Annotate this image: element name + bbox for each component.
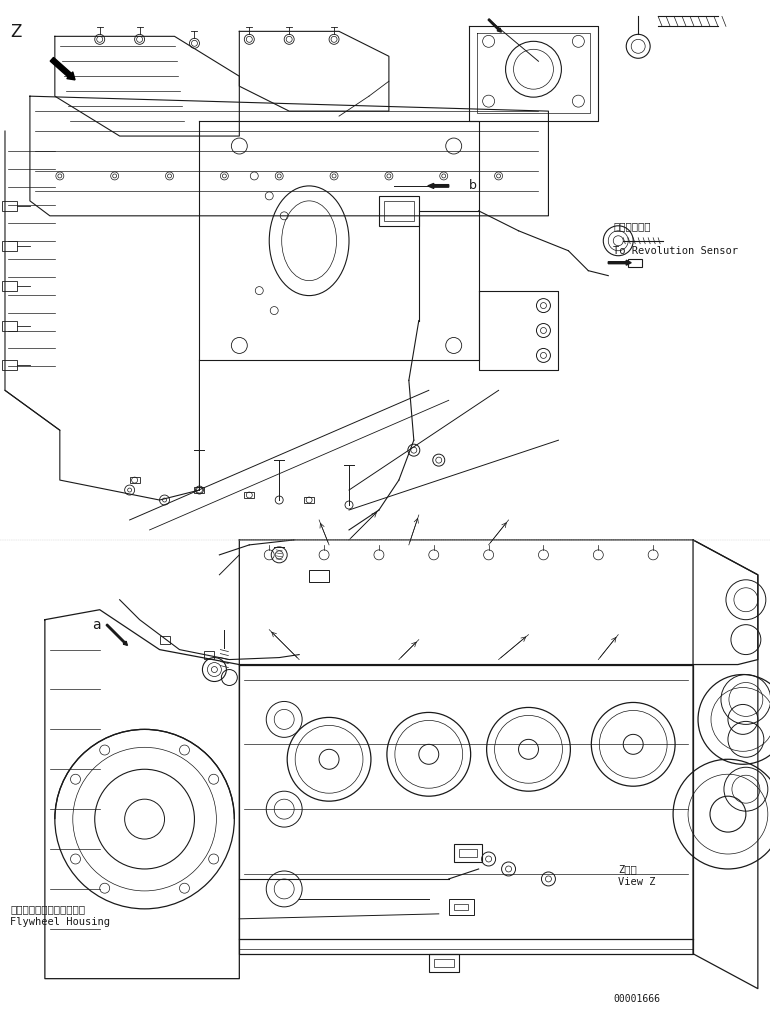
Bar: [2, 241, 17, 251]
Bar: [434, 959, 454, 966]
FancyArrow shape: [107, 624, 127, 646]
Bar: [628, 259, 642, 267]
Bar: [384, 201, 414, 221]
Bar: [2, 360, 17, 370]
Bar: [2, 280, 17, 290]
Bar: [195, 487, 205, 493]
Text: Flywheel Housing: Flywheel Housing: [10, 917, 110, 927]
Bar: [309, 569, 329, 582]
Text: Z　視: Z 視: [618, 864, 637, 874]
Bar: [449, 899, 474, 915]
Text: b: b: [469, 179, 476, 192]
Bar: [2, 201, 17, 211]
Text: a: a: [92, 618, 100, 631]
Bar: [304, 497, 314, 503]
Bar: [454, 904, 468, 909]
FancyArrow shape: [428, 184, 449, 189]
FancyArrow shape: [608, 260, 631, 265]
Text: Z: Z: [10, 23, 22, 42]
Bar: [428, 954, 459, 971]
Text: フライホイールハウジング: フライホイールハウジング: [10, 904, 85, 914]
Text: View Z: View Z: [618, 877, 655, 887]
FancyArrow shape: [50, 58, 75, 80]
Text: 回転センサへ: 回転センサへ: [613, 221, 651, 230]
Text: 00001666: 00001666: [613, 994, 660, 1004]
Bar: [2, 321, 17, 331]
FancyArrow shape: [488, 19, 501, 32]
Bar: [205, 651, 215, 659]
Bar: [130, 477, 140, 483]
Bar: [454, 844, 482, 862]
Bar: [160, 635, 170, 644]
Bar: [379, 196, 419, 225]
Bar: [459, 849, 476, 857]
Text: To Revolution Sensor: To Revolution Sensor: [613, 246, 738, 256]
Bar: [244, 492, 254, 498]
